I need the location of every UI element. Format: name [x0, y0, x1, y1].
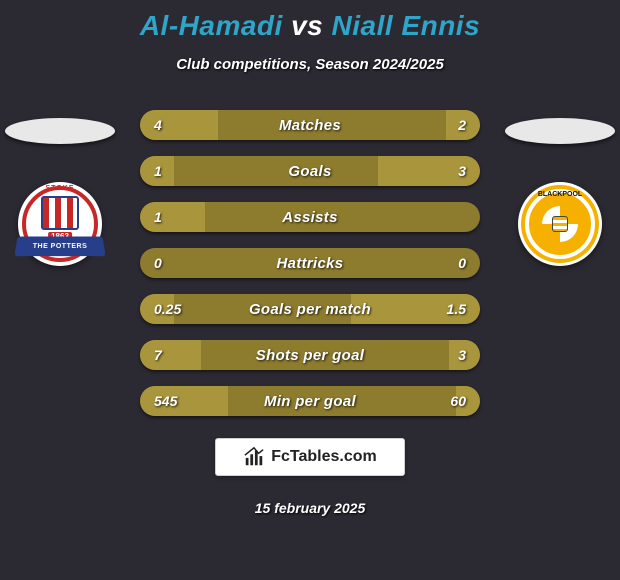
title-player1: Al-Hamadi [140, 10, 283, 41]
stat-row: 1Assists [140, 202, 480, 232]
stat-label: Min per goal [140, 386, 480, 416]
stat-row: 54560Min per goal [140, 386, 480, 416]
footer-date: 15 february 2025 [0, 500, 620, 516]
team-badge-left: STOKE 1863 THE POTTERS [18, 182, 102, 266]
team-badge-right: BLACKPOOL [518, 182, 602, 266]
chart-icon [243, 446, 265, 468]
badge-left-bottom: THE POTTERS [32, 243, 87, 250]
stat-row: 00Hattricks [140, 248, 480, 278]
comparison-title: Al-Hamadi vs Niall Ennis [0, 0, 620, 42]
title-player2: Niall Ennis [332, 10, 481, 41]
stat-label: Assists [140, 202, 480, 232]
subtitle: Club competitions, Season 2024/2025 [0, 56, 620, 73]
stat-rows: 42Matches 13Goals 1Assists 00Hattricks 0.251… [140, 110, 480, 432]
player-left-shadow [5, 118, 115, 144]
brand-badge[interactable]: FcTables.com [215, 438, 405, 476]
brand-text: FcTables.com [271, 448, 377, 466]
stat-row: 13Goals [140, 156, 480, 186]
player-right-shadow [505, 118, 615, 144]
stat-row: 42Matches [140, 110, 480, 140]
stat-label: Shots per goal [140, 340, 480, 370]
stat-label: Matches [140, 110, 480, 140]
player-left-col: STOKE 1863 THE POTTERS [0, 118, 120, 266]
stat-label: Goals [140, 156, 480, 186]
stat-row: 73Shots per goal [140, 340, 480, 370]
title-vs: vs [291, 10, 323, 41]
stat-label: Hattricks [140, 248, 480, 278]
stat-label: Goals per match [140, 294, 480, 324]
badge-left-top: STOKE [22, 185, 98, 192]
player-right-col: BLACKPOOL [500, 118, 620, 266]
badge-right-text: BLACKPOOL [538, 191, 582, 198]
stat-row: 0.251.5Goals per match [140, 294, 480, 324]
